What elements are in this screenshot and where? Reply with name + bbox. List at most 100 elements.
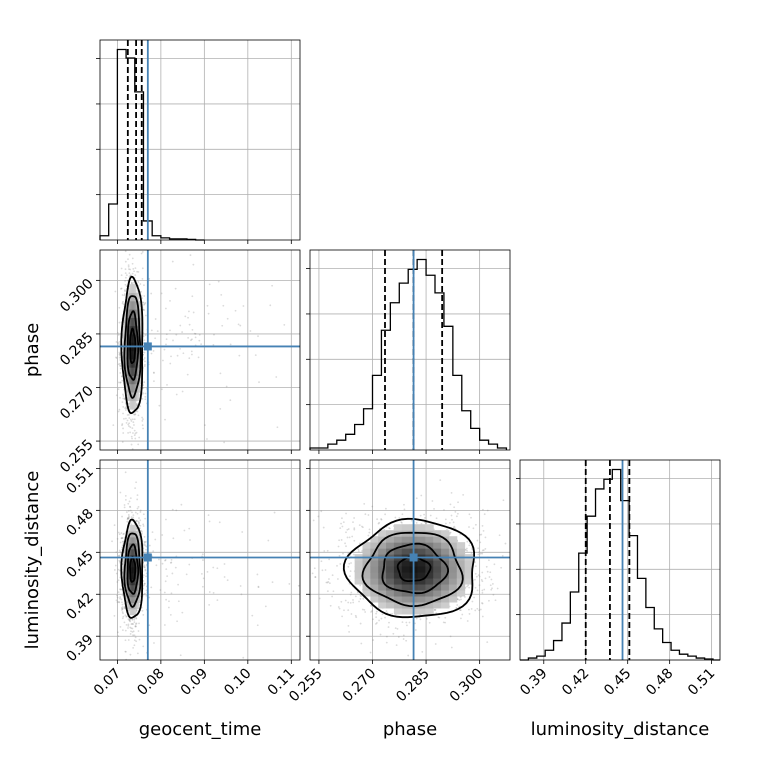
density-cell	[131, 560, 134, 568]
sample-point	[388, 527, 390, 529]
density-cell	[464, 560, 473, 567]
sample-point	[154, 538, 157, 541]
sample-point	[131, 511, 133, 514]
sample-point	[220, 293, 223, 296]
sample-point	[129, 505, 131, 508]
density-cell	[125, 584, 128, 592]
sample-point	[200, 572, 203, 575]
sample-point	[449, 635, 452, 638]
density-cell	[138, 572, 141, 580]
sample-point	[148, 277, 151, 280]
sample-point	[124, 283, 127, 286]
sample-point	[359, 597, 362, 600]
density-cell	[425, 536, 434, 543]
sample-point	[143, 381, 146, 384]
density-cell	[138, 578, 141, 586]
sample-point	[172, 537, 175, 540]
sample-point	[481, 524, 484, 527]
density-cell	[128, 578, 130, 586]
truth-marker	[143, 553, 152, 562]
sample-point	[352, 521, 354, 524]
y-tick-label: 0.270	[57, 383, 97, 423]
sample-point	[500, 566, 503, 569]
density-cell	[131, 300, 134, 310]
density-cell	[393, 596, 403, 603]
sample-point	[176, 354, 179, 357]
density-cell	[128, 333, 130, 343]
sample-point	[131, 448, 134, 450]
sample-point	[403, 503, 405, 506]
sample-point	[143, 584, 146, 587]
density-cell	[137, 375, 139, 385]
x-tick-label: 0.51	[685, 666, 718, 699]
sample-point	[121, 379, 124, 382]
sample-point	[396, 627, 399, 630]
sample-point	[125, 511, 128, 513]
sample-point	[144, 540, 147, 543]
sample-point	[415, 521, 418, 524]
sample-point	[269, 304, 272, 307]
sample-point	[142, 580, 145, 582]
sample-point	[452, 521, 455, 524]
sample-point	[193, 332, 196, 335]
sample-point	[484, 536, 487, 539]
sample-point	[419, 514, 422, 517]
sample-point	[118, 381, 120, 384]
density-cell	[378, 596, 387, 603]
sample-point	[165, 598, 167, 601]
ylabel-luminosity-distance: luminosity_distance	[22, 471, 43, 650]
sample-point	[153, 642, 155, 644]
sample-point	[137, 414, 140, 417]
sample-point	[158, 404, 161, 407]
sample-point	[504, 542, 507, 545]
sample-point	[116, 581, 119, 583]
sample-point	[406, 624, 408, 627]
sample-point	[175, 393, 178, 396]
sample-point	[133, 434, 136, 437]
sample-point	[118, 353, 121, 356]
sample-point	[119, 491, 122, 494]
sample-point	[221, 324, 224, 327]
sample-point	[113, 524, 116, 527]
sample-point	[118, 341, 121, 343]
sample-point	[450, 514, 453, 517]
density-cell	[125, 383, 128, 393]
sample-point	[134, 437, 137, 440]
density-cell	[129, 548, 132, 556]
density-cell	[433, 578, 442, 585]
density-cell	[134, 300, 137, 310]
sample-point	[127, 516, 130, 519]
sample-point	[478, 551, 481, 554]
sample-point	[425, 522, 427, 525]
sample-point	[321, 569, 324, 572]
sample-point	[142, 335, 145, 338]
density-cell	[135, 536, 138, 544]
sample-point	[125, 421, 128, 424]
xlabel-geocent-time: geocent_time	[139, 719, 262, 740]
sample-point	[124, 629, 127, 632]
sample-point	[164, 307, 167, 310]
density-cell	[425, 548, 434, 555]
sample-point	[345, 512, 347, 515]
sample-point	[118, 306, 121, 309]
sample-point	[132, 514, 135, 517]
sample-point	[402, 638, 405, 640]
sample-point	[449, 531, 452, 534]
sample-point	[141, 251, 144, 253]
sample-point	[136, 498, 139, 501]
sample-point	[128, 515, 130, 518]
sample-point	[479, 608, 482, 611]
x-tick-label: 0.10	[221, 666, 254, 699]
sample-point	[138, 638, 141, 641]
sample-point	[490, 578, 493, 581]
density-cell	[130, 566, 133, 574]
sample-point	[143, 351, 146, 354]
sample-point	[119, 597, 121, 600]
sample-point	[190, 339, 192, 342]
sample-point	[481, 580, 484, 583]
sample-point	[194, 336, 197, 339]
sample-point	[482, 529, 485, 532]
sample-point	[182, 352, 185, 355]
sample-point	[137, 271, 140, 273]
density-cell	[433, 530, 442, 537]
